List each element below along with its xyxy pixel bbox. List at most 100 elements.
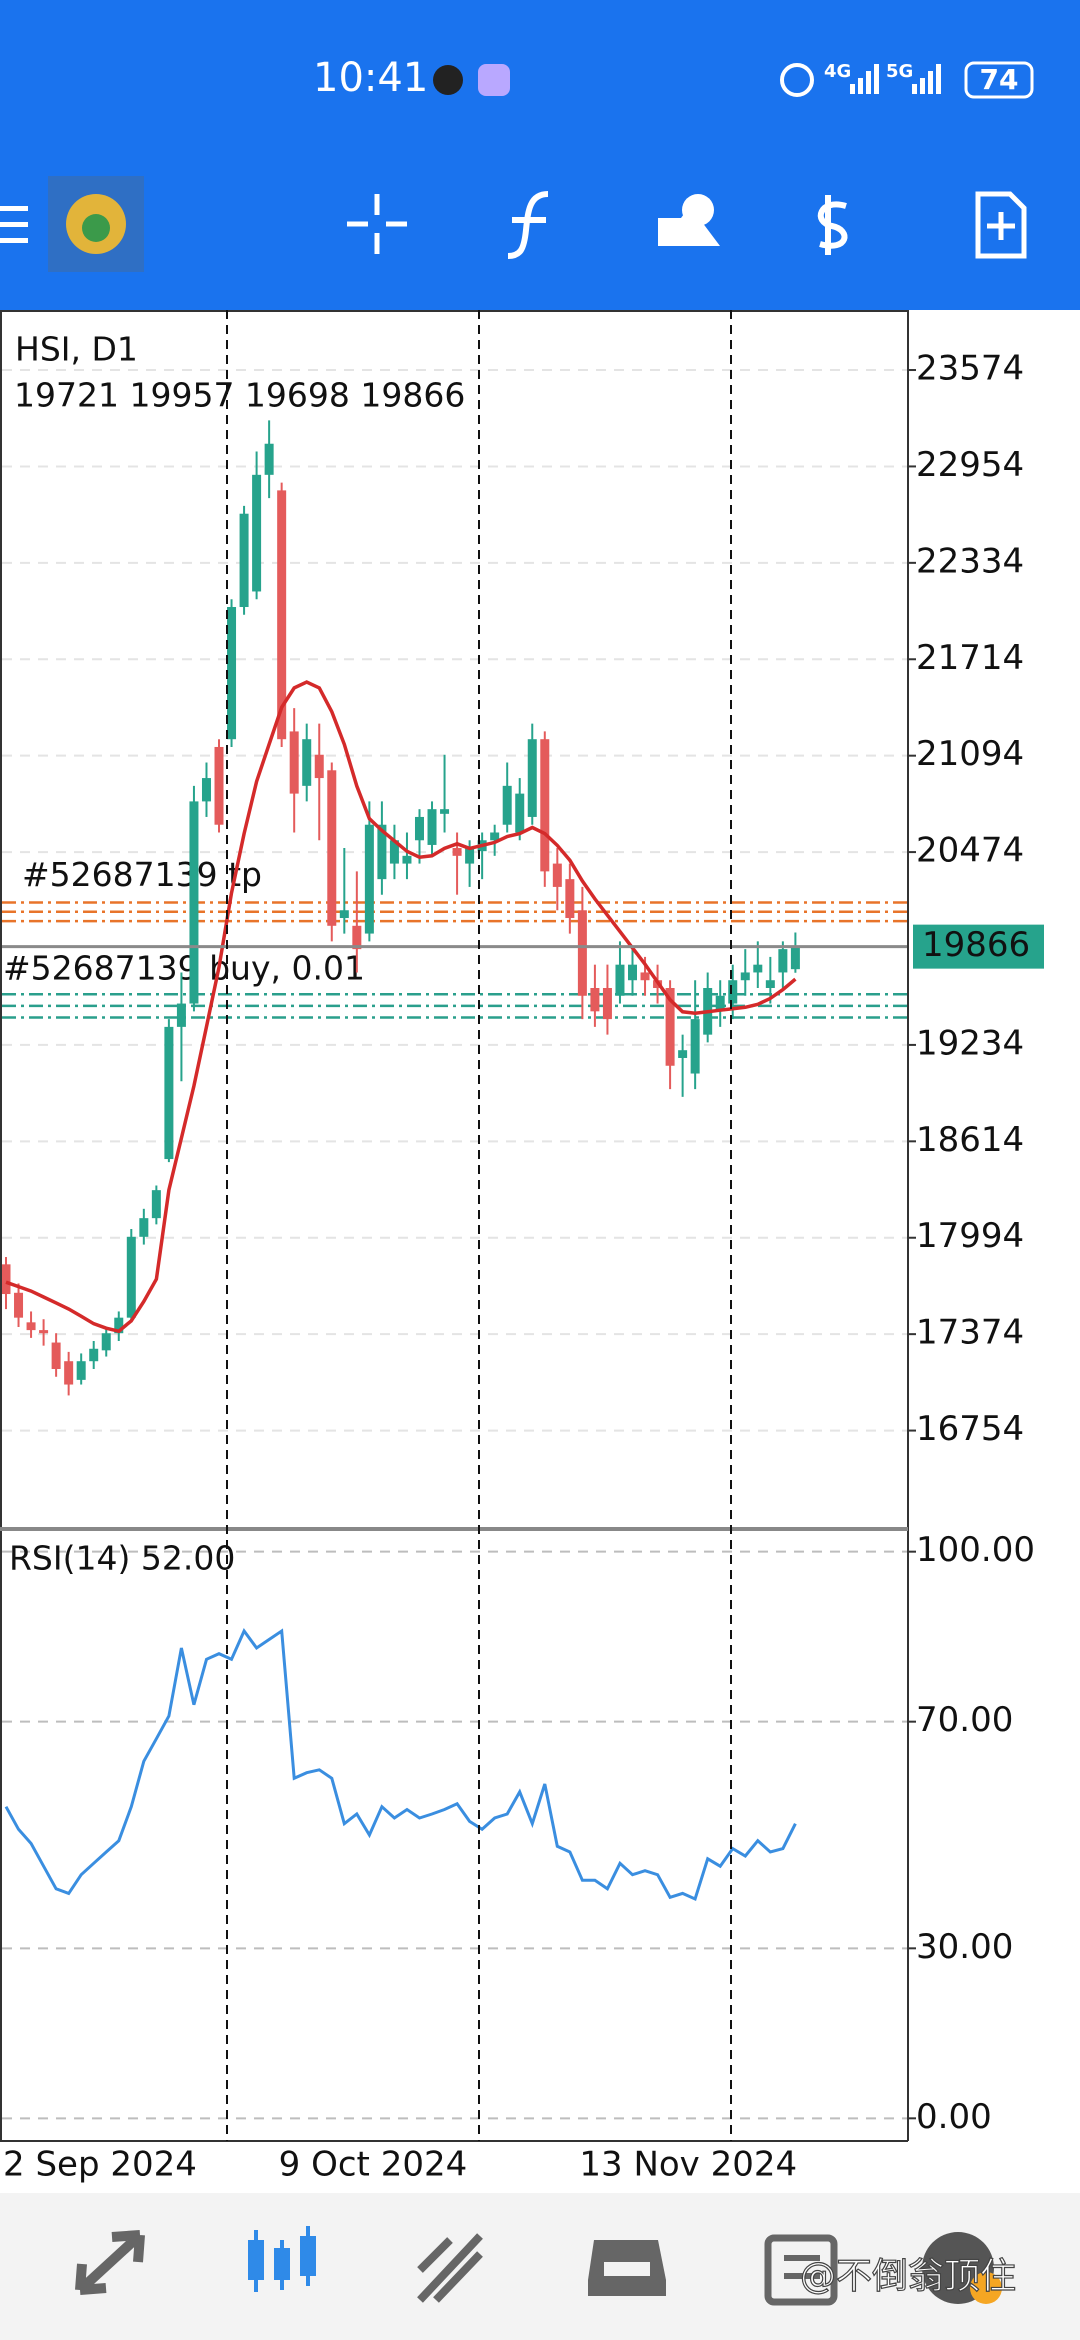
history-tab[interactable]: [588, 2240, 666, 2296]
battery-level: 74: [980, 63, 1019, 96]
candle-body: [377, 824, 387, 880]
objects-button[interactable]: [658, 194, 720, 246]
y-tick-label: 30.00: [916, 1927, 1013, 1967]
candle-body: [101, 1333, 111, 1351]
y-tick-label: 19234: [916, 1023, 1024, 1063]
candle-body: [252, 474, 262, 592]
candle-body: [440, 809, 450, 814]
candle-body: [139, 1218, 149, 1237]
candle-body: [690, 1019, 700, 1074]
candle-body: [414, 816, 424, 841]
y-tick-label: 18614: [916, 1120, 1024, 1160]
candle-body: [302, 739, 312, 786]
candle-body: [277, 490, 287, 740]
candle-body: [628, 964, 637, 981]
candle-body: [740, 972, 750, 981]
chart: 23574 22954 22334 21714 21094 20474 19234 18614…: [1, 349, 1044, 2185]
current-price-box: [913, 924, 1044, 969]
candle-body: [51, 1342, 61, 1369]
candle-body: [327, 770, 337, 926]
period-separators: [226, 310, 732, 2141]
signal-bars: [912, 64, 941, 94]
rsi-line: [4, 1628, 797, 1902]
candle-body: [314, 754, 324, 779]
moving-average: [5, 680, 797, 1334]
candle-body: [114, 1317, 124, 1334]
y-tick-label: 0.00: [916, 2097, 992, 2137]
indicators-button[interactable]: [507, 191, 549, 259]
candle-body: [565, 879, 575, 919]
menu-button[interactable]: [0, 206, 28, 243]
y-tick-label: 21714: [916, 638, 1024, 678]
trade-tab[interactable]: [417, 2233, 483, 2303]
new-order-button[interactable]: [975, 191, 1027, 259]
candle-body: [76, 1361, 86, 1380]
candle-body: [515, 793, 525, 833]
candle-body: [164, 1026, 174, 1160]
candle-body: [427, 809, 437, 845]
crosshair-button[interactable]: [347, 194, 407, 254]
bottom-nav: [0, 2193, 1080, 2340]
y-tick-label: 16754: [916, 1409, 1024, 1449]
candle-body: [1, 1264, 11, 1295]
candle-body: [39, 1330, 49, 1334]
candle-body: [14, 1292, 24, 1318]
network-label: 4G: [824, 61, 851, 82]
candle-body: [389, 840, 399, 864]
candle-body: [778, 949, 788, 973]
candle-body: [201, 778, 211, 802]
y-tick-label: 22334: [916, 541, 1024, 581]
candle-body: [552, 863, 562, 887]
candle-body: [790, 946, 800, 970]
candle-body: [126, 1236, 136, 1318]
y-tick-label: 20474: [916, 831, 1024, 871]
qq-icon: [433, 65, 463, 95]
candle-body: [665, 987, 675, 1066]
y-tick-label: 70.00: [916, 1700, 1013, 1740]
candle-body: [678, 1050, 688, 1058]
status-time: 10:41: [313, 55, 428, 101]
candle-body: [540, 739, 550, 872]
candle-body: [490, 832, 500, 841]
y-tick-label: 21094: [916, 734, 1024, 774]
candle-body: [151, 1190, 161, 1219]
order-label: #52687139 buy, 0.01: [3, 949, 365, 988]
candle-body: [765, 980, 775, 988]
symbol-title: HSI, D1: [15, 330, 138, 369]
app-logo-mark: [82, 214, 110, 242]
candle-body: [364, 824, 374, 934]
current-price-label: 19866: [922, 925, 1030, 965]
candle-body: [89, 1348, 99, 1362]
y-tick-label: 17374: [916, 1313, 1024, 1353]
candle-body: [239, 513, 249, 608]
candle-body: [214, 746, 224, 825]
network-label: 5G: [886, 61, 913, 82]
signal-bars: [850, 64, 879, 94]
candle-body: [465, 848, 475, 864]
order-label: #52687139 tp: [22, 855, 262, 894]
candle-body: [753, 964, 763, 973]
chart-tab[interactable]: [248, 2226, 316, 2292]
x-tick-label: 2 Sep 2024: [3, 2145, 197, 2185]
trade-button[interactable]: [817, 195, 848, 255]
battery-frame: [964, 61, 1034, 99]
y-tick-label: 23574: [916, 349, 1024, 389]
quotes-tab[interactable]: [75, 2230, 145, 2295]
candle-body: [26, 1322, 36, 1331]
news-tab[interactable]: [764, 2234, 838, 2306]
candle-body: [502, 785, 512, 825]
header-background: [0, 0, 1080, 310]
candle-body: [402, 855, 412, 864]
watermark: @不倒翁顶住: [800, 2256, 1016, 2297]
candle-body: [176, 1003, 186, 1027]
badge: [970, 2272, 1002, 2304]
candle-body: [615, 964, 625, 996]
candle-body: [640, 972, 650, 981]
candle-body: [64, 1361, 74, 1385]
indicator-title: RSI(14) 52.00: [9, 1539, 235, 1578]
candle-body: [527, 739, 537, 817]
candle-body: [339, 910, 349, 919]
candle-body: [715, 995, 725, 1012]
candle-body: [577, 910, 587, 996]
